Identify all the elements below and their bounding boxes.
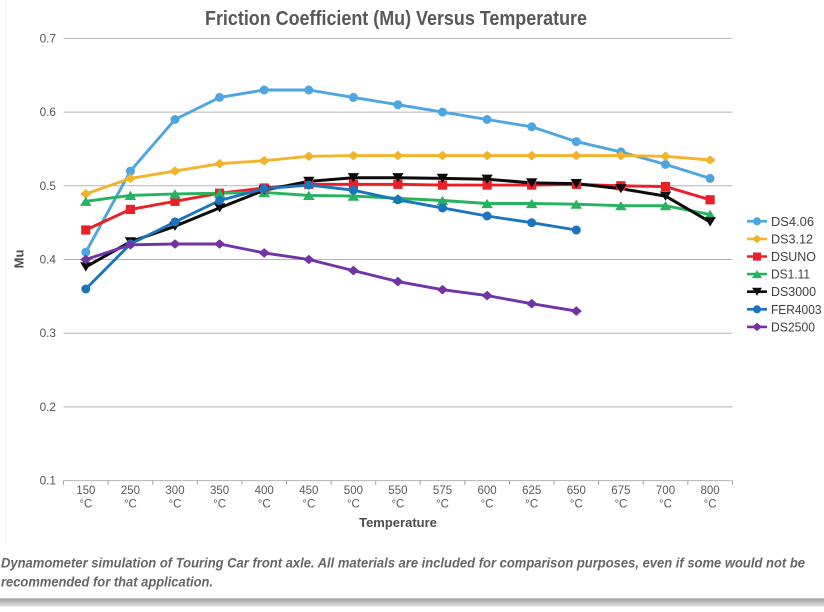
- svg-text:300: 300: [165, 485, 184, 497]
- svg-text:Dynamometer simulation of Tour: Dynamometer simulation of Touring Car fr…: [1, 555, 805, 571]
- svg-text:°C: °C: [614, 498, 627, 510]
- svg-text:°C: °C: [659, 498, 672, 510]
- svg-text:°C: °C: [481, 498, 494, 510]
- svg-text:800: 800: [701, 485, 720, 497]
- svg-text:DS3.12: DS3.12: [771, 231, 813, 246]
- svg-text:500: 500: [344, 485, 363, 497]
- svg-text:0.2: 0.2: [40, 400, 56, 414]
- svg-text:°C: °C: [436, 498, 449, 510]
- svg-text:Temperature: Temperature: [359, 515, 437, 530]
- svg-text:550: 550: [388, 485, 407, 497]
- svg-text:0.5: 0.5: [40, 179, 57, 193]
- svg-text:450: 450: [299, 485, 318, 497]
- svg-text:°C: °C: [525, 498, 538, 510]
- svg-text:°C: °C: [124, 498, 137, 510]
- svg-text:150: 150: [76, 485, 95, 497]
- svg-text:0.6: 0.6: [40, 105, 57, 119]
- svg-text:°C: °C: [347, 498, 360, 510]
- svg-text:Friction Coefficient (Mu) Vers: Friction Coefficient (Mu) Versus Tempera…: [205, 8, 587, 30]
- svg-text:0.1: 0.1: [40, 474, 56, 488]
- svg-text:650: 650: [567, 485, 586, 497]
- svg-text:°C: °C: [213, 498, 226, 510]
- svg-text:600: 600: [478, 485, 497, 497]
- svg-text:°C: °C: [258, 498, 271, 510]
- svg-text:°C: °C: [570, 498, 583, 510]
- svg-text:°C: °C: [169, 498, 182, 510]
- svg-text:0.3: 0.3: [40, 326, 57, 340]
- svg-text:DS1.11: DS1.11: [771, 267, 810, 282]
- svg-text:675: 675: [611, 485, 630, 497]
- svg-text:°C: °C: [704, 498, 717, 510]
- svg-text:Mu: Mu: [12, 250, 27, 269]
- svg-text:400: 400: [255, 485, 274, 497]
- svg-text:°C: °C: [302, 498, 315, 510]
- svg-text:0.4: 0.4: [40, 253, 57, 267]
- svg-text:700: 700: [656, 485, 675, 497]
- svg-text:DSUNO: DSUNO: [771, 249, 816, 264]
- svg-text:0.7: 0.7: [40, 31, 56, 45]
- svg-text:350: 350: [210, 485, 229, 497]
- svg-text:575: 575: [433, 485, 452, 497]
- svg-text:625: 625: [522, 485, 541, 497]
- svg-text:DS2500: DS2500: [771, 319, 815, 334]
- svg-text:250: 250: [121, 485, 140, 497]
- svg-text:DS3000: DS3000: [771, 284, 816, 299]
- svg-text:°C: °C: [391, 498, 404, 510]
- svg-text:recommended for that applicati: recommended for that application.: [1, 574, 213, 590]
- svg-text:DS4.06: DS4.06: [771, 214, 814, 229]
- svg-text:°C: °C: [79, 498, 92, 510]
- svg-text:FER4003: FER4003: [771, 302, 822, 317]
